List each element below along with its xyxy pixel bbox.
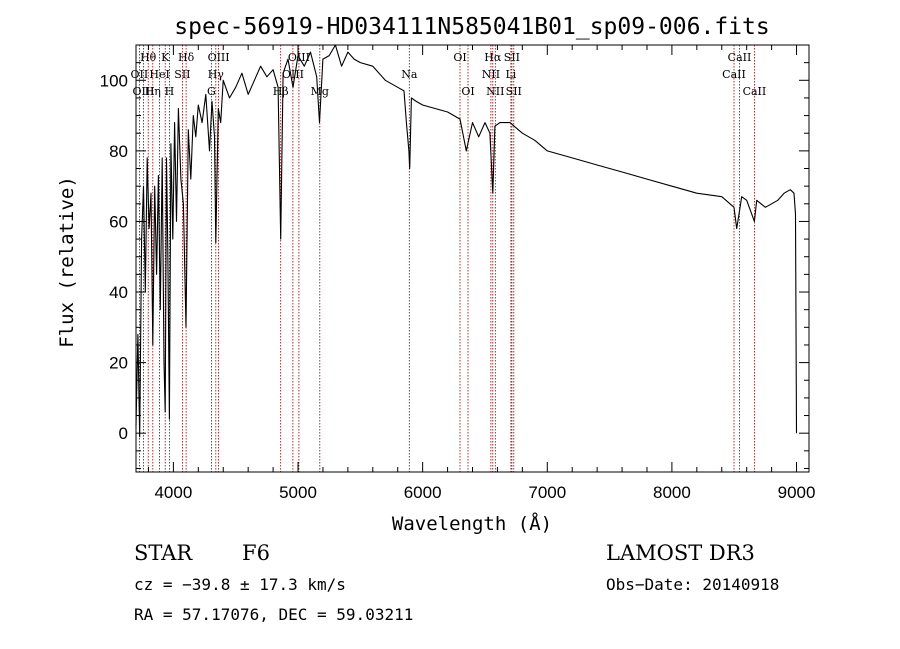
survey-name: LAMOST DR3	[606, 541, 755, 565]
marker-label: OII	[131, 68, 149, 81]
marker-label: H	[165, 85, 175, 98]
y-tick-label: 20	[109, 354, 128, 373]
x-tick-label: 4000	[154, 483, 192, 502]
marker-label: NII	[482, 68, 500, 81]
x-tick-label: 7000	[528, 483, 566, 502]
x-tick-label: 6000	[404, 483, 442, 502]
observation-date: Obs−Date: 20140918	[606, 575, 779, 594]
x-axis-label: Wavelength (Å)	[392, 512, 552, 535]
plot-frame	[135, 44, 810, 473]
marker-label: CaII	[743, 85, 767, 98]
marker-label: G	[207, 85, 216, 98]
marker-label: HeI	[149, 68, 169, 81]
marker-label: SII	[504, 51, 520, 64]
y-tick-label: 100	[100, 71, 128, 90]
sky-coordinates: RA = 57.17076, DEC = 59.03211	[134, 605, 413, 624]
object-subclass: F6	[242, 541, 270, 565]
chart-title: spec-56919-HD034111N585041B01_sp09-006.f…	[174, 14, 769, 40]
y-axis-label: Flux (relative)	[56, 176, 78, 348]
marker-label: Hδ	[178, 51, 195, 64]
y-tick-label: 60	[109, 212, 128, 231]
marker-label: NII	[486, 85, 504, 98]
marker-label: Hγ	[208, 68, 225, 81]
object-class: STAR	[134, 541, 193, 565]
marker-label: OI	[461, 85, 474, 98]
marker-label: OIII	[282, 68, 304, 81]
spectrum-line	[135, 44, 798, 438]
marker-label: Na	[401, 68, 418, 81]
marker-label: Hβ	[273, 85, 289, 98]
marker-label: Hθ	[140, 51, 157, 64]
x-tick-label: 9000	[778, 483, 816, 502]
marker-label: Mg	[311, 85, 329, 98]
y-tick-label: 40	[109, 283, 128, 302]
marker-label: CaII	[728, 51, 752, 64]
marker-label: Li	[505, 68, 516, 81]
marker-label: OI	[453, 51, 466, 64]
marker-label: OIII	[132, 85, 154, 98]
redshift-cz: cz = −39.8 ± 17.3 km/s	[134, 575, 346, 594]
marker-label: SII	[174, 68, 190, 81]
marker-label: SII	[506, 85, 522, 98]
marker-label: Hη	[145, 85, 161, 98]
y-axis-ticks: 0 20 40 60 80 100	[100, 44, 809, 469]
y-tick-label: 80	[109, 142, 128, 161]
y-tick-label: 0	[119, 424, 128, 443]
marker-label: K	[161, 51, 170, 64]
x-tick-label: 5000	[279, 483, 317, 502]
marker-label: CaII	[722, 68, 746, 81]
x-tick-label: 8000	[653, 483, 691, 502]
x-axis-ticks: 4000 5000 6000 7000 8000 9000	[147, 45, 816, 502]
marker-label: OIII	[208, 51, 230, 64]
marker-label: Hα	[484, 51, 502, 64]
